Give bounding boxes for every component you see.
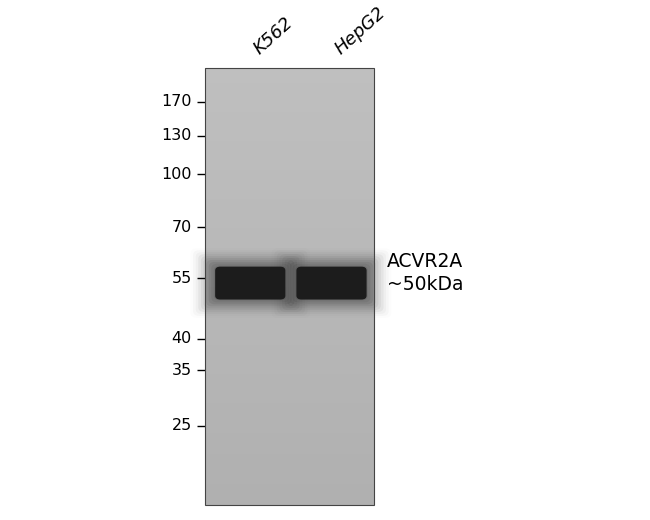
Bar xyxy=(205,250,374,257)
Bar xyxy=(205,447,374,454)
Bar xyxy=(205,170,374,177)
Text: 70: 70 xyxy=(172,220,192,235)
Bar xyxy=(205,469,374,476)
Bar xyxy=(205,221,374,228)
Bar xyxy=(205,112,374,119)
Bar xyxy=(205,155,374,163)
Bar xyxy=(205,199,374,206)
Text: 100: 100 xyxy=(161,167,192,182)
Bar xyxy=(205,68,374,505)
Bar xyxy=(205,308,374,316)
Bar xyxy=(205,185,374,192)
FancyBboxPatch shape xyxy=(211,264,289,303)
FancyBboxPatch shape xyxy=(287,260,376,306)
Bar xyxy=(205,279,374,287)
Bar xyxy=(205,389,374,396)
Bar xyxy=(205,316,374,323)
Bar xyxy=(205,418,374,425)
Bar xyxy=(205,360,374,367)
Text: 130: 130 xyxy=(161,128,192,143)
Bar xyxy=(205,163,374,170)
Bar xyxy=(205,382,374,389)
Bar xyxy=(205,214,374,221)
Bar xyxy=(205,97,374,105)
Bar xyxy=(205,301,374,308)
Bar xyxy=(205,374,374,382)
Bar xyxy=(205,228,374,236)
Bar xyxy=(205,331,374,338)
Bar xyxy=(205,491,374,498)
Bar xyxy=(205,148,374,155)
FancyBboxPatch shape xyxy=(292,264,370,303)
Bar xyxy=(205,462,374,469)
FancyBboxPatch shape xyxy=(214,266,287,301)
FancyBboxPatch shape xyxy=(209,262,292,304)
Bar xyxy=(205,345,374,353)
FancyBboxPatch shape xyxy=(285,258,378,308)
Bar xyxy=(205,134,374,141)
Bar xyxy=(205,257,374,265)
Text: 35: 35 xyxy=(172,362,192,378)
Text: 55: 55 xyxy=(172,271,192,286)
Bar xyxy=(205,243,374,250)
Bar xyxy=(205,119,374,126)
Bar xyxy=(205,68,374,75)
Bar xyxy=(205,206,374,214)
Bar xyxy=(205,192,374,199)
Bar xyxy=(205,126,374,134)
Bar xyxy=(205,484,374,491)
FancyBboxPatch shape xyxy=(201,256,300,310)
Bar xyxy=(205,396,374,404)
Bar xyxy=(205,454,374,462)
FancyBboxPatch shape xyxy=(203,258,297,308)
FancyBboxPatch shape xyxy=(206,260,294,306)
Text: 40: 40 xyxy=(172,331,192,346)
Bar xyxy=(205,425,374,433)
Bar xyxy=(205,294,374,301)
Bar xyxy=(205,75,374,83)
Bar xyxy=(205,287,374,294)
FancyBboxPatch shape xyxy=(295,266,368,301)
Bar xyxy=(205,440,374,447)
Text: 25: 25 xyxy=(172,418,192,433)
Bar xyxy=(205,338,374,345)
Bar xyxy=(205,404,374,411)
Bar xyxy=(205,83,374,90)
Bar xyxy=(205,265,374,272)
Bar xyxy=(205,236,374,243)
Bar xyxy=(205,411,374,418)
Text: HepG2: HepG2 xyxy=(332,4,389,58)
Bar xyxy=(205,353,374,360)
FancyBboxPatch shape xyxy=(296,267,367,300)
FancyBboxPatch shape xyxy=(215,267,285,300)
Text: ~50kDa: ~50kDa xyxy=(387,275,463,294)
Bar xyxy=(205,498,374,505)
Bar xyxy=(205,367,374,374)
Bar xyxy=(205,272,374,279)
Bar xyxy=(205,141,374,148)
Bar xyxy=(205,323,374,331)
Bar xyxy=(205,177,374,185)
Text: K562: K562 xyxy=(250,14,296,58)
FancyBboxPatch shape xyxy=(290,262,373,304)
FancyBboxPatch shape xyxy=(282,256,381,310)
Bar xyxy=(205,105,374,112)
Text: 170: 170 xyxy=(161,94,192,109)
Bar xyxy=(205,433,374,440)
Bar xyxy=(205,90,374,97)
Text: ACVR2A: ACVR2A xyxy=(387,252,463,271)
Bar xyxy=(205,476,374,484)
